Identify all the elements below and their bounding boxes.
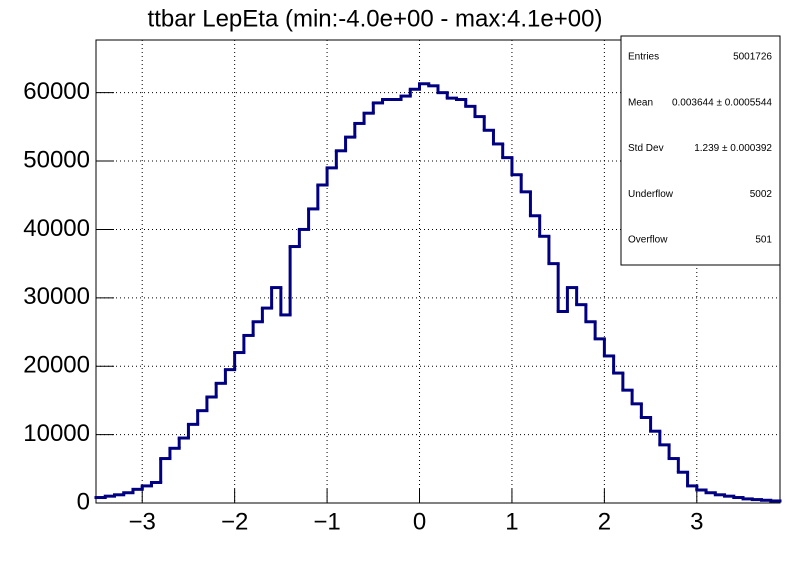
x-tick-label: −3: [129, 508, 156, 535]
chart-title: ttbar LepEta (min:-4.0e+00 - max:4.1e+00…: [148, 5, 603, 32]
stat-label: Entries: [628, 52, 659, 63]
stat-value: 501: [755, 235, 772, 246]
stat-value: 5001726: [733, 52, 772, 63]
y-tick-label: 50000: [23, 146, 90, 173]
x-tick-label: 0: [413, 508, 426, 535]
stat-value: 5002: [750, 189, 773, 200]
stat-value: 0.003644 ± 0.0005544: [672, 97, 772, 108]
x-tick-label: 3: [690, 508, 703, 535]
plot-frame: [95, 39, 781, 504]
stat-label: Overflow: [628, 235, 668, 246]
x-tick-label: 1: [505, 508, 518, 535]
stats-box: [620, 35, 781, 266]
y-tick-label: 40000: [23, 215, 90, 242]
stat-value: 1.239 ± 0.000392: [694, 143, 772, 154]
y-tick-label: 10000: [23, 420, 90, 447]
x-tick-label: −2: [221, 508, 248, 535]
stat-label: Underflow: [628, 189, 674, 200]
stat-label: Std Dev: [628, 143, 664, 154]
x-tick-label: −1: [313, 508, 340, 535]
y-tick-label: 0: [77, 488, 90, 515]
y-tick-label: 60000: [23, 78, 90, 105]
y-tick-label: 20000: [23, 352, 90, 379]
x-tick-label: 2: [598, 508, 611, 535]
stat-label: Mean: [628, 97, 653, 108]
y-tick-label: 30000: [23, 283, 90, 310]
